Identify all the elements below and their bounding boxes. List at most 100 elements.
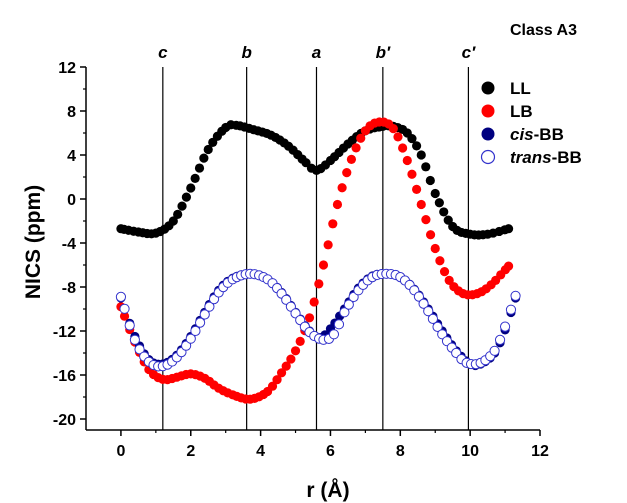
data-point	[309, 297, 319, 307]
x-tick-label: 0	[116, 443, 125, 460]
reference-line-label: c	[158, 43, 168, 62]
x-tick-label: 2	[186, 443, 195, 460]
data-point	[351, 143, 361, 153]
data-point	[290, 346, 301, 356]
data-point	[416, 150, 426, 160]
data-point	[398, 143, 408, 153]
y-tick-label: -12	[53, 324, 76, 341]
data-point	[204, 301, 215, 312]
y-tick-label: 4	[67, 148, 76, 165]
data-point	[439, 207, 449, 217]
data-point	[503, 261, 514, 271]
y-tick-label: -8	[62, 280, 76, 297]
data-point	[115, 291, 127, 302]
legend-marker	[480, 149, 496, 165]
data-point	[129, 334, 140, 345]
legend-label: LB	[510, 102, 533, 121]
legend-marker	[481, 81, 495, 95]
data-point	[333, 319, 345, 330]
data-point	[402, 155, 412, 166]
data-point	[423, 306, 434, 317]
legend-marker	[481, 127, 495, 141]
data-point	[173, 209, 183, 219]
data-point	[314, 279, 324, 289]
x-tick-label: 6	[326, 443, 335, 460]
series-LL	[116, 120, 514, 240]
data-point	[328, 219, 338, 229]
data-point	[421, 215, 431, 225]
data-point	[281, 361, 291, 371]
reference-line-label: c′	[462, 43, 476, 62]
data-point	[421, 162, 431, 172]
data-point	[281, 294, 292, 305]
y-tick-label: 8	[67, 104, 76, 121]
y-tick-label: -4	[62, 236, 76, 253]
data-point	[425, 175, 435, 186]
data-point	[489, 345, 500, 356]
data-point	[295, 336, 305, 346]
data-point	[328, 329, 340, 340]
data-point	[494, 334, 506, 345]
data-point	[510, 290, 521, 301]
data-point	[185, 333, 196, 344]
data-point	[181, 340, 192, 351]
reference-line-label: b	[241, 43, 251, 62]
reference-line-label: a	[312, 43, 321, 62]
data-point	[413, 291, 425, 302]
data-point	[177, 201, 187, 211]
data-point	[119, 303, 130, 314]
legend-marker	[481, 104, 495, 118]
data-point	[505, 304, 517, 315]
data-point	[356, 133, 366, 143]
data-point	[343, 299, 354, 310]
data-point	[412, 141, 422, 151]
chart-corner-label: Class A3	[510, 22, 577, 39]
data-point	[190, 173, 200, 183]
data-point	[435, 256, 445, 266]
data-point	[203, 144, 213, 155]
data-point	[418, 298, 429, 309]
x-tick-label: 8	[396, 443, 405, 460]
data-point	[194, 317, 206, 328]
y-tick-label: -16	[53, 368, 76, 385]
data-point	[407, 169, 417, 179]
data-point	[439, 267, 450, 277]
data-point	[276, 368, 287, 378]
data-point	[199, 309, 210, 320]
data-point	[186, 183, 196, 193]
data-point	[318, 260, 329, 270]
data-point	[272, 375, 282, 385]
data-point	[407, 133, 417, 144]
data-point	[444, 275, 454, 285]
data-point	[430, 243, 440, 254]
data-point	[346, 154, 357, 164]
data-point	[342, 168, 352, 178]
data-point	[119, 311, 130, 321]
data-point	[503, 224, 514, 234]
data-point	[134, 344, 145, 355]
axes: 12 8 4 0 -4 -8 -12 -16 -20 0 2 4 6 8 10 12	[53, 60, 549, 460]
data-point	[393, 132, 403, 142]
data-point	[194, 163, 205, 173]
data-point	[427, 313, 439, 324]
series-trans-BB	[115, 268, 521, 372]
y-tick-label: 0	[67, 192, 76, 209]
data-point	[432, 321, 443, 332]
data-point	[267, 381, 278, 391]
data-point	[304, 313, 315, 323]
y-axis-title: NICS (ppm)	[22, 185, 45, 299]
data-point	[499, 321, 511, 332]
data-point	[323, 240, 333, 250]
legend-label: cis-BB	[510, 125, 564, 144]
data-point	[124, 320, 135, 331]
x-tick-label: 12	[531, 443, 549, 460]
x-tick-label: 10	[461, 443, 479, 460]
data-point	[199, 153, 209, 163]
data-point	[425, 230, 436, 240]
data-point	[190, 325, 201, 337]
data-point	[434, 198, 444, 208]
data-point	[430, 188, 440, 199]
data-point	[388, 124, 398, 134]
data-point	[168, 216, 178, 226]
